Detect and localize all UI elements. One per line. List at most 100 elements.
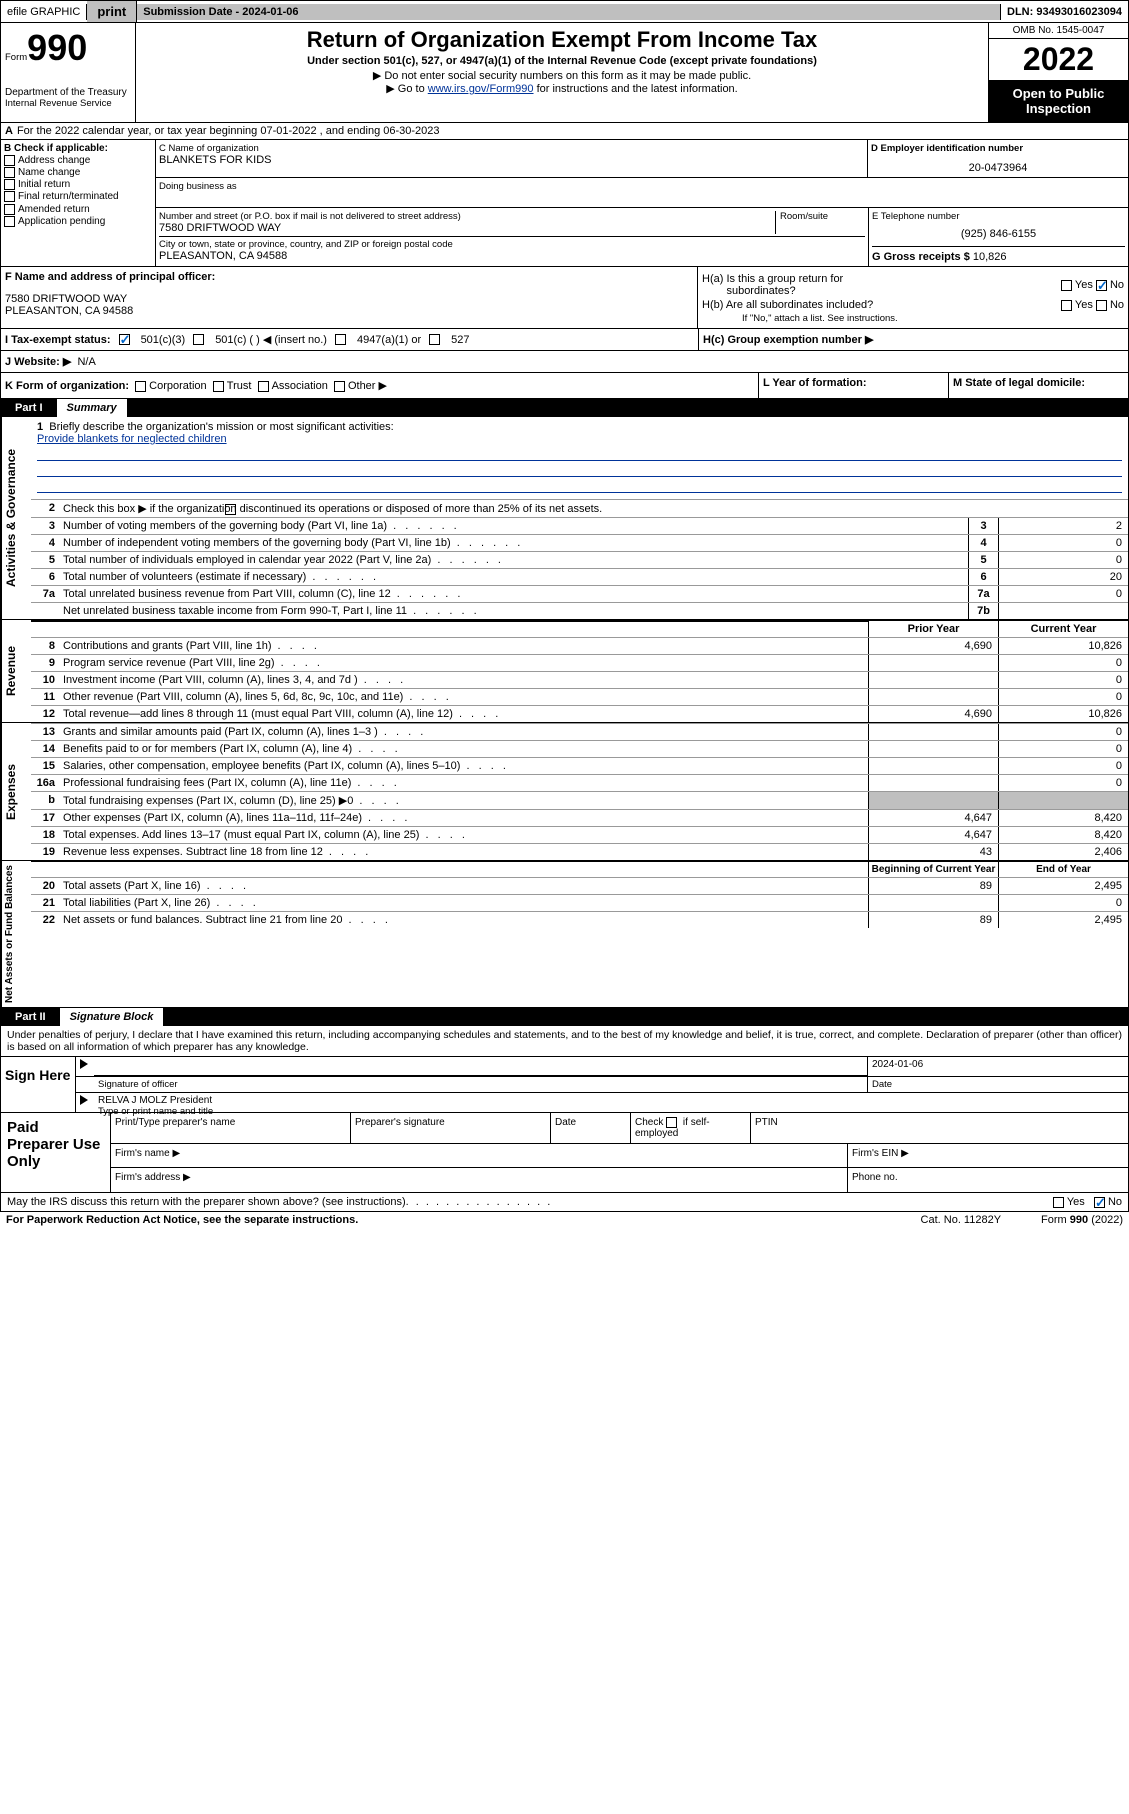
line-num: 15 [31,758,59,774]
hc-block: H(c) Group exemption number ▶ [698,329,1128,350]
cb-name-change[interactable]: Name change [4,167,152,178]
row-i: I Tax-exempt status: 501(c)(3) 501(c) ( … [0,329,1129,351]
line2-text: Check this box ▶ if the organization dis… [63,503,602,515]
ha-label: H(a) Is this a group return for [702,273,843,285]
curr-val: 0 [998,724,1128,740]
summary-line: 19 Revenue less expenses. Subtract line … [31,843,1128,860]
line-desc: Revenue less expenses. Subtract line 18 … [59,844,868,860]
revenue-section: Revenue Prior Year Current Year 8 Contri… [0,620,1129,723]
line-val: 20 [998,569,1128,585]
cb-501c3[interactable] [119,334,130,345]
cb-initial-return[interactable]: Initial return [4,179,152,190]
form-of-org: K Form of organization: Corporation Trus… [1,373,758,398]
line-num: 2 [31,500,59,517]
opt-assoc: Association [272,380,328,392]
org-name: BLANKETS FOR KIDS [159,154,864,166]
vtab-expenses: Expenses [1,723,31,860]
summary-line: 10 Investment income (Part VIII, column … [31,671,1128,688]
col-b-checkboxes: B Check if applicable: Address change Na… [1,140,156,266]
prior-val [868,672,998,688]
discuss-no-cb[interactable] [1094,1197,1105,1208]
check-label: Check [635,1117,663,1128]
irs-link[interactable]: www.irs.gov/Form990 [428,83,534,95]
dots [406,1196,553,1208]
street-value: 7580 DRIFTWOOD WAY [159,222,775,234]
firm-addr-label: Firm's address ▶ [111,1168,848,1192]
k-label: K Form of organization: [5,380,129,392]
form-title-block: Return of Organization Exempt From Incom… [136,23,988,122]
cb-final-return[interactable]: Final return/terminated [4,191,152,202]
ha-yes-cb[interactable] [1061,280,1072,291]
governance-section: Activities & Governance 1 Briefly descri… [0,417,1129,620]
line-num: 16a [31,775,59,791]
line-num: 18 [31,827,59,843]
i-label: I Tax-exempt status: [5,334,111,346]
open-inspection: Open to Public Inspection [989,80,1128,122]
principal-officer-block: F Name and address of principal officer:… [1,267,698,328]
line-desc: Total number of volunteers (estimate if … [59,569,968,585]
no-label: No [1108,1196,1122,1208]
org-name-block: C Name of organization BLANKETS FOR KIDS [156,140,868,177]
phone-label: Phone no. [848,1168,1128,1192]
line-num: 13 [31,724,59,740]
summary-line: b Total fundraising expenses (Part IX, c… [31,791,1128,809]
cb-trust[interactable] [213,381,224,392]
row-a: A For the 2022 calendar year, or tax yea… [0,123,1129,140]
curr-val: 0 [998,895,1128,911]
section-bc: B Check if applicable: Address change Na… [0,140,1129,267]
line-num: 17 [31,810,59,826]
line-desc: Benefits paid to or for members (Part IX… [59,741,868,757]
prior-val [868,758,998,774]
top-bar: efile GRAPHIC print Submission Date - 20… [0,0,1129,23]
room-label: Room/suite [780,211,865,222]
arrow-icon [80,1095,88,1105]
address-block: Number and street (or P.O. box if mail i… [156,208,868,266]
prior-val: 4,647 [868,810,998,826]
summary-line: 3 Number of voting members of the govern… [31,517,1128,534]
phone-receipts-block: E Telephone number (925) 846-6155 G Gros… [868,208,1128,266]
cb-amended-return[interactable]: Amended return [4,204,152,215]
prior-val: 4,690 [868,706,998,722]
hc-label: H(c) Group exemption number ▶ [703,334,873,346]
cb-corp[interactable] [135,381,146,392]
balances-section: Net Assets or Fund Balances Beginning of… [0,861,1129,1008]
line-desc: Grants and similar amounts paid (Part IX… [59,724,868,740]
vtab-governance: Activities & Governance [1,417,31,619]
line-desc: Total assets (Part X, line 16) . . . . [59,878,868,894]
hb-yes-cb[interactable] [1061,300,1072,311]
cb-discontinued[interactable] [225,504,236,515]
dept-label: Department of the Treasury [5,87,131,98]
mission-text[interactable]: Provide blankets for neglected children [37,433,227,445]
line-val [998,603,1128,619]
prior-val: 4,647 [868,827,998,843]
cat-no: Cat. No. 11282Y [921,1214,1002,1226]
curr-val: 0 [998,689,1128,705]
cb-501c[interactable] [193,334,204,345]
form-label: Form [5,52,27,63]
m-label: M State of legal domicile: [953,377,1085,389]
current-year-header: Current Year [998,621,1128,637]
dba-block: Doing business as [156,178,1128,208]
cb-other[interactable] [334,381,345,392]
sig-date-label: Date [868,1077,1128,1092]
discuss-text: May the IRS discuss this return with the… [7,1196,406,1208]
summary-line: 13 Grants and similar amounts paid (Part… [31,723,1128,740]
hb-no-cb[interactable] [1096,300,1107,311]
print-button[interactable]: print [87,1,137,22]
cb-assoc[interactable] [258,381,269,392]
cb-application-pending[interactable]: Application pending [4,216,152,227]
cb-address-change[interactable]: Address change [4,155,152,166]
ha-no-cb[interactable] [1096,280,1107,291]
discuss-row: May the IRS discuss this return with the… [0,1193,1129,1212]
cb-label: Name change [18,167,80,178]
prior-year-header: Prior Year [868,621,998,637]
cb-527[interactable] [429,334,440,345]
a-marker: A [5,125,13,137]
preparer-date-label: Date [551,1113,631,1143]
discuss-yes-cb[interactable] [1053,1197,1064,1208]
ein-value: 20-0473964 [871,162,1125,174]
cb-4947[interactable] [335,334,346,345]
cb-self-employed[interactable] [666,1117,677,1128]
curr-val [998,792,1128,809]
part1-num: Part I [1,399,57,417]
